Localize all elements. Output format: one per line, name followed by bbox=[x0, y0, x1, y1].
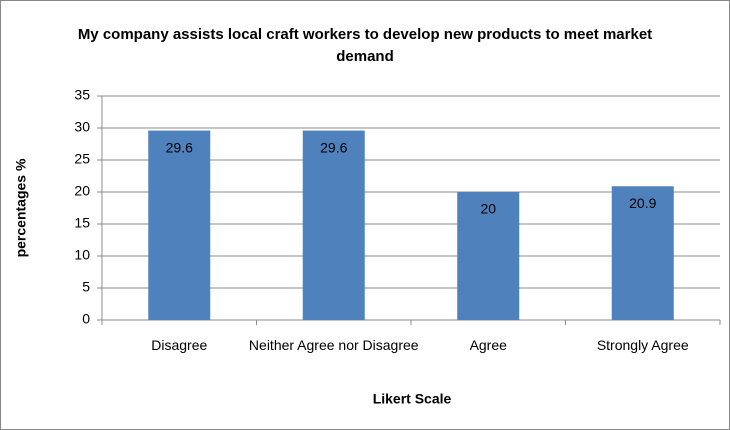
data-label: 29.6 bbox=[320, 139, 347, 155]
bar bbox=[148, 130, 211, 320]
bar bbox=[457, 192, 520, 320]
x-tick-label: Disagree bbox=[151, 337, 208, 353]
x-tick-label: Agree bbox=[469, 337, 507, 353]
x-tick-label: Neither Agree nor Disagree bbox=[248, 337, 419, 353]
data-label: 29.6 bbox=[166, 139, 193, 155]
x-tick-label: Strongly Agree bbox=[596, 337, 689, 353]
y-tick-label: 15 bbox=[74, 215, 90, 231]
y-tick-label: 10 bbox=[74, 247, 90, 263]
y-tick-label: 5 bbox=[82, 279, 90, 295]
y-tick-label: 35 bbox=[74, 87, 90, 103]
y-tick-label: 30 bbox=[74, 119, 90, 135]
y-axis-label: percentages % bbox=[13, 158, 29, 257]
bar bbox=[611, 186, 674, 320]
y-tick-label: 20 bbox=[74, 183, 90, 199]
data-label: 20 bbox=[480, 201, 496, 217]
y-tick-label: 0 bbox=[82, 311, 90, 327]
chart-title: My company assists local craft workers t… bbox=[77, 26, 653, 65]
x-axis-label: Likert Scale bbox=[373, 391, 452, 407]
y-tick-label: 25 bbox=[74, 151, 90, 167]
data-label: 20.9 bbox=[629, 195, 656, 211]
bar bbox=[302, 130, 365, 320]
